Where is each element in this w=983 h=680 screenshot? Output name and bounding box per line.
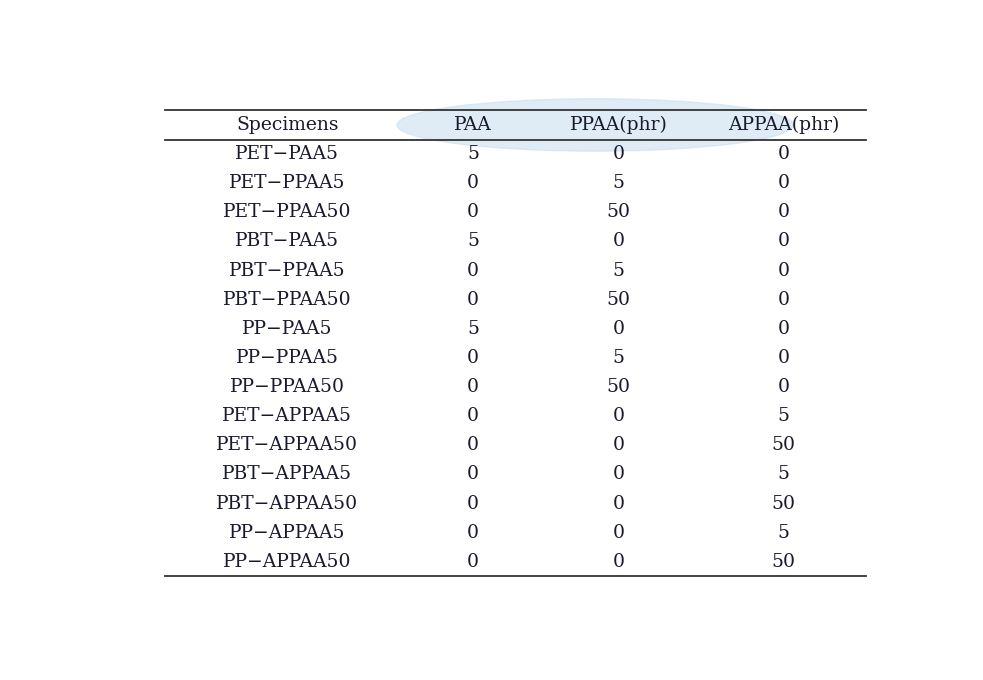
- Text: 5: 5: [467, 320, 479, 338]
- Text: APPAA(phr): APPAA(phr): [727, 116, 838, 134]
- Text: 0: 0: [778, 291, 789, 309]
- Text: 0: 0: [778, 174, 789, 192]
- Text: 5: 5: [612, 174, 624, 192]
- Text: PP−PPAA5: PP−PPAA5: [236, 349, 339, 367]
- Text: 50: 50: [607, 291, 631, 309]
- Text: 0: 0: [778, 145, 789, 163]
- Text: PP−PPAA50: PP−PPAA50: [230, 378, 345, 396]
- Text: 0: 0: [467, 437, 479, 454]
- Text: 50: 50: [607, 378, 631, 396]
- Text: 5: 5: [612, 262, 624, 279]
- Text: 0: 0: [612, 553, 624, 571]
- Text: PET−PPAA5: PET−PPAA5: [229, 174, 346, 192]
- Text: PET−APPAA50: PET−APPAA50: [216, 437, 359, 454]
- Text: PBT−PPAA5: PBT−PPAA5: [229, 262, 346, 279]
- Text: 0: 0: [612, 233, 624, 250]
- Text: Specimens: Specimens: [236, 116, 339, 134]
- Text: PBT−PAA5: PBT−PAA5: [235, 233, 339, 250]
- Text: PAA: PAA: [454, 116, 492, 134]
- Text: 0: 0: [612, 524, 624, 542]
- Text: 50: 50: [772, 494, 795, 513]
- Text: 0: 0: [467, 203, 479, 221]
- Text: 0: 0: [778, 262, 789, 279]
- Text: 5: 5: [612, 349, 624, 367]
- Text: 5: 5: [467, 233, 479, 250]
- Text: 0: 0: [778, 320, 789, 338]
- Text: 0: 0: [467, 378, 479, 396]
- Text: PET−PAA5: PET−PAA5: [236, 145, 339, 163]
- Text: PP−APPAA5: PP−APPAA5: [229, 524, 346, 542]
- Text: 0: 0: [467, 494, 479, 513]
- Text: PBT−PPAA50: PBT−PPAA50: [223, 291, 352, 309]
- Text: 5: 5: [467, 145, 479, 163]
- Text: PP−APPAA50: PP−APPAA50: [223, 553, 352, 571]
- Text: 50: 50: [772, 437, 795, 454]
- Text: PET−APPAA5: PET−APPAA5: [222, 407, 353, 425]
- Text: 0: 0: [467, 407, 479, 425]
- Text: PP−PAA5: PP−PAA5: [242, 320, 332, 338]
- Text: PBT−APPAA5: PBT−APPAA5: [222, 466, 353, 483]
- Text: 0: 0: [612, 466, 624, 483]
- Text: 0: 0: [778, 233, 789, 250]
- Text: 0: 0: [778, 203, 789, 221]
- Text: 0: 0: [612, 145, 624, 163]
- Text: 0: 0: [612, 407, 624, 425]
- Text: 0: 0: [467, 553, 479, 571]
- Text: 0: 0: [467, 466, 479, 483]
- Text: 50: 50: [607, 203, 631, 221]
- Text: PPAA(phr): PPAA(phr): [570, 116, 667, 134]
- Text: 50: 50: [772, 553, 795, 571]
- Text: 0: 0: [612, 494, 624, 513]
- Text: 0: 0: [467, 262, 479, 279]
- Text: 0: 0: [467, 349, 479, 367]
- Text: 0: 0: [778, 378, 789, 396]
- Text: 0: 0: [612, 437, 624, 454]
- Text: 5: 5: [778, 466, 789, 483]
- Text: 5: 5: [778, 407, 789, 425]
- Text: 0: 0: [778, 349, 789, 367]
- Text: 0: 0: [467, 291, 479, 309]
- Text: 0: 0: [467, 524, 479, 542]
- Text: 0: 0: [467, 174, 479, 192]
- Text: PBT−APPAA50: PBT−APPAA50: [216, 494, 359, 513]
- Ellipse shape: [397, 99, 793, 151]
- Text: PET−PPAA50: PET−PPAA50: [223, 203, 352, 221]
- Text: 0: 0: [612, 320, 624, 338]
- Text: 5: 5: [778, 524, 789, 542]
